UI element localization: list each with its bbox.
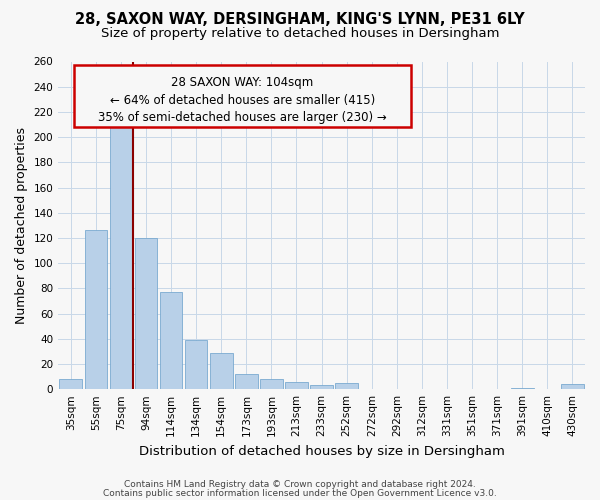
Text: 35% of semi-detached houses are larger (230) →: 35% of semi-detached houses are larger (…	[98, 111, 387, 124]
Text: ← 64% of detached houses are smaller (415): ← 64% of detached houses are smaller (41…	[110, 94, 375, 106]
Text: Size of property relative to detached houses in Dersingham: Size of property relative to detached ho…	[101, 28, 499, 40]
Y-axis label: Number of detached properties: Number of detached properties	[15, 127, 28, 324]
Bar	[310, 386, 333, 389]
Bar	[260, 379, 283, 389]
X-axis label: Distribution of detached houses by size in Dersingham: Distribution of detached houses by size …	[139, 444, 505, 458]
Bar	[160, 292, 182, 389]
Text: Contains public sector information licensed under the Open Government Licence v3: Contains public sector information licen…	[103, 489, 497, 498]
Bar	[185, 340, 208, 389]
Bar	[335, 383, 358, 389]
Text: 28, SAXON WAY, DERSINGHAM, KING'S LYNN, PE31 6LY: 28, SAXON WAY, DERSINGHAM, KING'S LYNN, …	[75, 12, 525, 28]
Bar	[511, 388, 533, 389]
Text: Contains HM Land Registry data © Crown copyright and database right 2024.: Contains HM Land Registry data © Crown c…	[124, 480, 476, 489]
Bar	[59, 379, 82, 389]
Bar	[134, 238, 157, 389]
Bar	[85, 230, 107, 389]
Bar	[210, 352, 233, 389]
Bar	[285, 382, 308, 389]
Bar	[561, 384, 584, 389]
FancyBboxPatch shape	[74, 65, 411, 127]
Bar	[110, 113, 132, 389]
Text: 28 SAXON WAY: 104sqm: 28 SAXON WAY: 104sqm	[172, 76, 314, 89]
Bar	[235, 374, 257, 389]
